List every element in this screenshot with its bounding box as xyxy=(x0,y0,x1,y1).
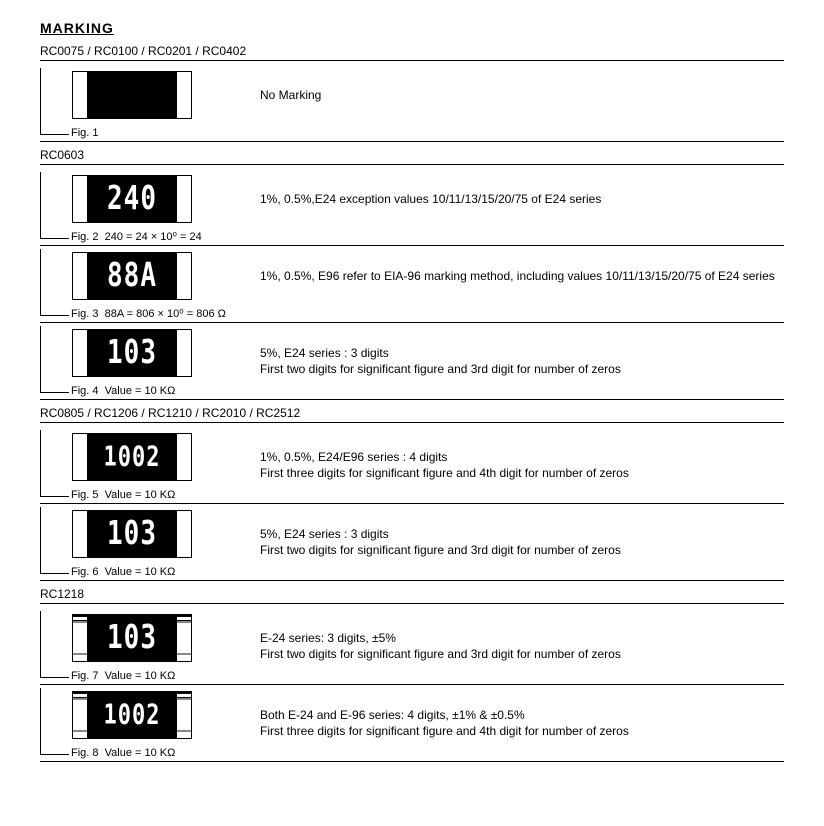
figure-label: Fig. 5 xyxy=(71,489,99,501)
figure-column: 103 Fig. 4 Value = 10 KΩ xyxy=(40,327,240,397)
chip-marking-text: 88A xyxy=(107,257,157,295)
chip-marking-text: 240 xyxy=(107,180,157,218)
chip-marking-text: 1002 xyxy=(104,699,161,730)
figure-caption: Fig. 8 Value = 10 KΩ xyxy=(40,740,260,759)
figure-caption-value: Value = 10 KΩ xyxy=(105,385,176,397)
figure-caption-value: Value = 10 KΩ xyxy=(105,670,176,682)
figure-column: 103 Fig. 7 Value = 10 KΩ xyxy=(40,612,240,682)
figure-column: 1002 Fig. 8 Value = 10 KΩ xyxy=(40,689,240,759)
marking-entry: Fig. 1 No Marking xyxy=(40,65,784,142)
page-title: MARKING xyxy=(40,20,784,36)
figure-caption-value: 88A = 806 × 10⁰ = 806 Ω xyxy=(105,308,226,320)
marking-entry: 103Fig. 6 Value = 10 KΩ5%, E24 series : … xyxy=(40,504,784,581)
figure-column: 1002 Fig. 5 Value = 10 KΩ xyxy=(40,431,240,501)
marking-entry: 103Fig. 4 Value = 10 KΩ5%, E24 series : … xyxy=(40,323,784,400)
chip-marking-text: 103 xyxy=(107,334,157,372)
marking-entry: 1002Fig. 5 Value = 10 KΩ1%, 0.5%, E24/E9… xyxy=(40,427,784,504)
sections-container: RC0075 / RC0100 / RC0201 / RC0402 Fig. 1 N… xyxy=(40,44,784,762)
marking-entry: 88A Fig. 3 88A = 806 × 10⁰ = 806 Ω 1%, 0.5… xyxy=(40,246,784,323)
figure-label: Fig. 2 xyxy=(71,231,99,243)
chip-graphic xyxy=(72,71,192,119)
marking-description: 5%, E24 series : 3 digitsFirst two digit… xyxy=(240,508,784,558)
section-header: RC0075 / RC0100 / RC0201 / RC0402 xyxy=(40,44,784,61)
marking-description: 5%, E24 series : 3 digitsFirst two digit… xyxy=(240,327,784,377)
chip-graphic: 103 xyxy=(72,614,192,662)
marking-entry: 240 Fig. 2 240 = 24 × 10⁰ = 24 1%, 0.5%,E2… xyxy=(40,169,784,246)
marking-entry: 1002Fig. 8 Value = 10 KΩBoth E-24 and E-… xyxy=(40,685,784,762)
chip-graphic: 1002 xyxy=(72,433,192,481)
chip-graphic: 103 xyxy=(72,329,192,377)
chip-graphic: 240 xyxy=(72,175,192,223)
figure-label: Fig. 8 xyxy=(71,747,99,759)
figure-caption-value: 240 = 24 × 10⁰ = 24 xyxy=(105,231,202,243)
section-header: RC0805 / RC1206 / RC1210 / RC2010 / RC25… xyxy=(40,406,784,423)
section-header: RC1218 xyxy=(40,587,784,604)
figure-caption: Fig. 2 240 = 24 × 10⁰ = 24 xyxy=(40,224,260,243)
figure-label: Fig. 3 xyxy=(71,308,99,320)
marking-description: 1%, 0.5%, E24/E96 series : 4 digitsFirst… xyxy=(240,431,784,481)
chip-graphic: 88A xyxy=(72,252,192,300)
marking-description: E-24 series: 3 digits, ±5%First two digi… xyxy=(240,612,784,662)
chip-marking-text: 103 xyxy=(107,619,157,657)
figure-caption: Fig. 5 Value = 10 KΩ xyxy=(40,482,260,501)
figure-caption-value: Value = 10 KΩ xyxy=(105,747,176,759)
figure-caption-value: Value = 10 KΩ xyxy=(105,566,176,578)
marking-description: Both E-24 and E-96 series: 4 digits, ±1%… xyxy=(240,689,784,739)
figure-caption: Fig. 4 Value = 10 KΩ xyxy=(40,378,260,397)
figure-caption: Fig. 7 Value = 10 KΩ xyxy=(40,663,260,682)
figure-column: 240 Fig. 2 240 = 24 × 10⁰ = 24 xyxy=(40,173,240,243)
figure-label: Fig. 1 xyxy=(71,127,99,139)
figure-column: 103 Fig. 6 Value = 10 KΩ xyxy=(40,508,240,578)
marking-description: No Marking xyxy=(240,69,784,103)
figure-caption-value: Value = 10 KΩ xyxy=(105,489,176,501)
figure-caption: Fig. 1 xyxy=(40,120,260,139)
marking-description: 1%, 0.5%,E24 exception values 10/11/13/1… xyxy=(240,173,784,207)
figure-column: Fig. 1 xyxy=(40,69,240,139)
chip-marking-text: 1002 xyxy=(104,441,161,472)
figure-label: Fig. 6 xyxy=(71,566,99,578)
figure-caption: Fig. 6 Value = 10 KΩ xyxy=(40,559,260,578)
chip-marking-text: 103 xyxy=(107,515,157,553)
figure-column: 88A Fig. 3 88A = 806 × 10⁰ = 806 Ω xyxy=(40,250,240,320)
chip-graphic: 103 xyxy=(72,510,192,558)
figure-label: Fig. 7 xyxy=(71,670,99,682)
figure-label: Fig. 4 xyxy=(71,385,99,397)
section-header: RC0603 xyxy=(40,148,784,165)
chip-graphic: 1002 xyxy=(72,691,192,739)
figure-caption: Fig. 3 88A = 806 × 10⁰ = 806 Ω xyxy=(40,301,260,320)
marking-entry: 103Fig. 7 Value = 10 KΩE-24 series: 3 di… xyxy=(40,608,784,685)
marking-description: 1%, 0.5%, E96 refer to EIA-96 marking me… xyxy=(240,250,784,284)
